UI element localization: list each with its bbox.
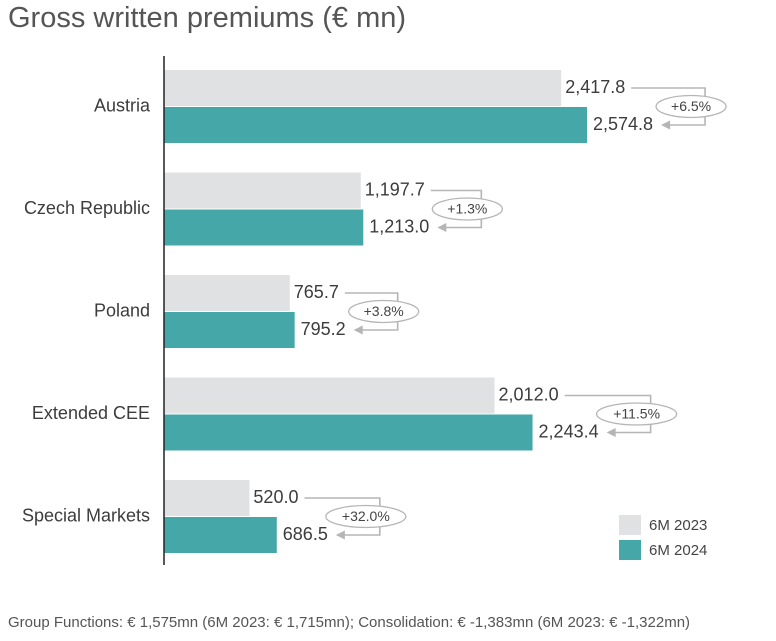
bar-6m-2023 (164, 172, 361, 209)
change-arrowhead (335, 530, 345, 540)
change-badge (348, 299, 420, 324)
legend-swatch-6m-2024 (619, 540, 641, 560)
change-badge (595, 402, 678, 426)
bar-6m-2024 (164, 209, 364, 246)
bar-6m-2024 (164, 414, 533, 451)
category-label: Czech Republic (24, 198, 150, 218)
bar-6m-2023 (164, 70, 562, 106)
change-percent-label: +11.5% (613, 406, 660, 422)
category-label: Extended CEE (32, 403, 150, 423)
change-badge (325, 504, 407, 529)
bar-6m-2024 (164, 517, 277, 553)
change-percent-label: +6.5% (671, 98, 711, 114)
value-label-6m-2024: 2,574.8 (593, 114, 653, 134)
change-percent-label: +32.0% (342, 508, 390, 524)
change-arrowhead (437, 223, 447, 232)
category-label: Special Markets (22, 505, 150, 525)
value-label-6m-2023: 520.0 (253, 487, 298, 507)
bar-chart: Austria 2,417.8 2,574.8 +6.5% Czech Republic… (22, 56, 727, 565)
change-arrowhead (353, 325, 363, 335)
value-label-6m-2023: 1,197.7 (365, 179, 425, 199)
bar-6m-2023 (164, 275, 290, 311)
bar-6m-2023 (164, 377, 495, 414)
legend-swatch-6m-2023 (619, 515, 641, 535)
value-label-6m-2024: 1,213.0 (369, 216, 429, 236)
bar-6m-2023 (164, 480, 250, 516)
value-label-6m-2023: 2,012.0 (499, 384, 559, 404)
change-arrowhead (606, 428, 616, 437)
value-label-6m-2023: 2,417.8 (565, 77, 625, 97)
bar-6m-2024 (164, 312, 295, 348)
category-label: Poland (94, 300, 150, 320)
chart-title: Gross written premiums (€ mn) (8, 2, 407, 34)
value-label-6m-2024: 795.2 (301, 319, 346, 339)
bar-6m-2024 (164, 107, 587, 143)
legend-label-6m-2024: 6M 2024 (649, 542, 707, 559)
change-percent-label: +1.3% (447, 201, 487, 217)
value-label-6m-2023: 765.7 (294, 282, 339, 302)
value-label-6m-2024: 2,243.4 (539, 421, 599, 441)
change-badge (655, 94, 727, 119)
footnote: Group Functions: € 1,575mn (6M 2023: € 1… (8, 614, 691, 631)
change-percent-label: +3.8% (364, 303, 404, 319)
category-label: Austria (94, 95, 151, 115)
change-badge (431, 197, 503, 221)
value-label-6m-2024: 686.5 (283, 524, 328, 544)
legend-label-6m-2023: 6M 2023 (649, 517, 707, 534)
change-arrowhead (661, 120, 671, 130)
